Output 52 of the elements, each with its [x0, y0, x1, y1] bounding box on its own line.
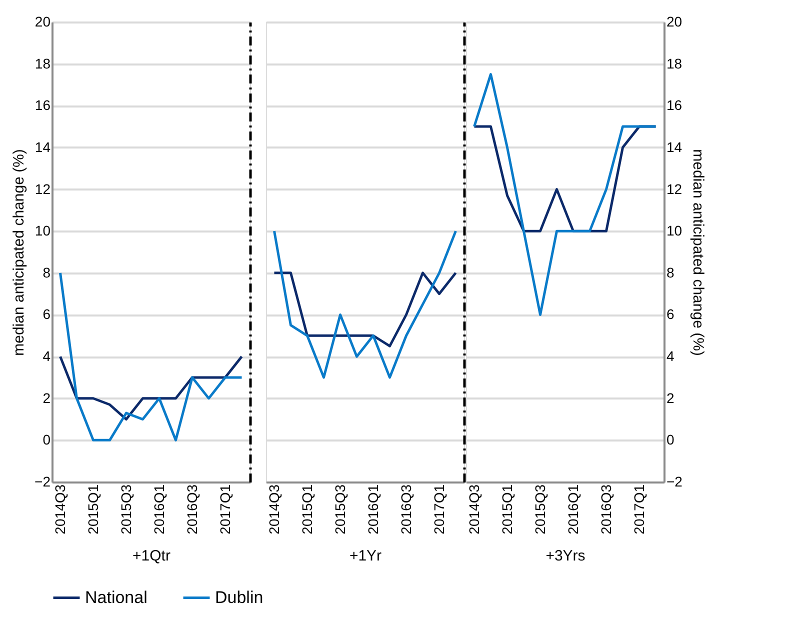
y2-tick-label: 16: [666, 97, 682, 114]
y-tick-label: 14: [34, 138, 51, 155]
y2-tick-label: 0: [666, 432, 674, 448]
line-series: [59, 355, 243, 421]
x-tick-label: 2014Q3: [52, 484, 68, 534]
y2-tick-label: 12: [666, 180, 682, 197]
x-tick-label: 2015Q3: [532, 484, 548, 534]
x-tick-label: 2014Q3: [266, 484, 282, 534]
x-tick-label: 2017Q1: [430, 484, 447, 534]
legend-label: National: [85, 588, 148, 607]
y2-tick-label: 14: [666, 138, 682, 155]
y-tick-label: 8: [42, 264, 51, 280]
y-tick-label: 6: [42, 306, 51, 322]
x-tick-label: 2017Q1: [216, 484, 233, 534]
x-tick-label: 2015Q1: [498, 484, 515, 534]
y2-axis-title: median anticipated change (%): [689, 149, 706, 356]
x-tick-label: 2016Q3: [398, 484, 414, 534]
x-tick-label: 2016Q1: [150, 484, 167, 534]
line-series: [59, 272, 243, 442]
y2-tick-label: 2: [666, 390, 674, 406]
x-axis-title: +3Yrs: [546, 547, 586, 564]
x-tick-label: 2014Q3: [466, 484, 482, 534]
x-tick-label: 2017Q1: [630, 484, 647, 534]
y-axis-title: median anticipated change (%): [10, 149, 28, 356]
x-axis-title: +1Qtr: [132, 547, 170, 564]
y-tick-label: 20: [34, 14, 51, 30]
y-tick-label: 0: [42, 432, 51, 448]
x-tick-label: 2016Q1: [364, 484, 381, 534]
y-tick-label: −2: [34, 474, 51, 490]
y2-tick-label: 18: [666, 55, 682, 72]
legend-label: Dublin: [215, 588, 264, 607]
y2-tick-label: −2: [666, 474, 683, 490]
y-tick-label: 4: [42, 348, 51, 364]
y2-tick-label: 4: [666, 348, 674, 364]
y2-tick-label: 20: [666, 14, 682, 30]
y-tick-label: 16: [34, 97, 51, 114]
x-tick-label: 2015Q1: [84, 484, 101, 534]
x-tick-label: 2016Q3: [598, 484, 614, 534]
y-tick-label: 10: [34, 222, 51, 239]
y2-tick-label: 8: [666, 264, 674, 280]
x-tick-label: 2015Q3: [332, 484, 348, 534]
x-tick-label: 2016Q1: [564, 484, 581, 534]
y-tick-label: 12: [34, 180, 51, 197]
x-tick-label: 2015Q3: [118, 484, 134, 534]
x-tick-label: 2016Q3: [184, 484, 200, 534]
y2-tick-label: 6: [666, 306, 674, 322]
x-tick-label: 2015Q1: [298, 484, 315, 534]
line-series: [473, 73, 657, 316]
y2-tick-label: 10: [666, 222, 682, 239]
y-tick-label: 2: [42, 390, 51, 406]
y-tick-label: 18: [34, 55, 51, 72]
x-axis-title: +1Yr: [349, 547, 382, 564]
